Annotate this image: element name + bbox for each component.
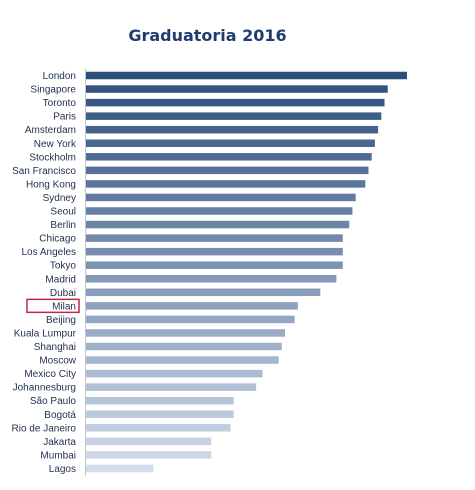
category-label-bogota: Bogotá [44,410,76,421]
category-label-tokyo: Tokyo [50,261,77,272]
bar-jakarta [86,437,212,446]
category-label-rio-de-janeiro: Rio de Janeiro [12,423,77,434]
category-label-lagos: Lagos [49,464,76,475]
bar-sydney [86,193,356,202]
bar-hong-kong [86,180,366,188]
bar-rio-de-janeiro [86,424,231,432]
category-label-amsterdam: Amsterdam [25,125,76,136]
category-label-kuala-lumpur: Kuala Lumpur [14,328,77,339]
bar-lagos [86,464,154,473]
bar-kuala-lumpur [86,329,286,337]
bar-bogota [86,410,234,418]
category-label-beijing: Beijing [46,315,76,326]
bar-toronto [86,98,385,107]
bar-shanghai [86,342,282,351]
bar-beijing [86,315,295,324]
category-label-milan: Milan [52,301,76,312]
bar-los-angeles [86,247,343,256]
category-label-los-angeles: Los Angeles [22,247,77,258]
bar-london [86,71,407,80]
bar-singapore [86,85,388,93]
category-label-chicago: Chicago [39,234,76,245]
bar-amsterdam [86,125,379,134]
bar-dubai [86,288,321,297]
category-label-sao-paulo: São Paulo [30,396,77,407]
category-label-madrid: Madrid [45,274,76,285]
bar-new-york [86,139,375,147]
bar-madrid [86,275,337,283]
bar-mumbai [86,451,212,459]
category-label-seoul: Seoul [50,207,76,218]
category-label-hong-kong: Hong Kong [26,179,76,190]
category-label-london: London [43,71,76,82]
bar-chicago [86,234,343,242]
chart-title: Graduatoria 2016 [128,26,287,45]
category-label-dubai: Dubai [50,288,76,299]
category-label-mumbai: Mumbai [40,450,76,461]
category-label-moscow: Moscow [39,356,76,367]
category-label-johannesburg: Johannesburg [13,383,76,394]
bar-mexico-city [86,369,263,378]
bar-paris [86,112,382,120]
bar-stockholm [86,153,372,161]
category-label-san-francisco: San Francisco [12,166,76,177]
category-label-singapore: Singapore [30,85,76,96]
bar-tokyo [86,261,343,269]
category-label-paris: Paris [53,112,76,123]
highlight-box-milan [26,298,80,314]
category-label-new-york: New York [34,139,77,150]
bar-san-francisco [86,166,369,175]
category-label-stockholm: Stockholm [29,152,76,163]
category-label-mexico-city: Mexico City [24,369,76,380]
bar-sao-paulo [86,396,234,405]
category-label-jakarta: Jakarta [43,437,76,448]
bar-moscow [86,356,279,364]
category-label-toronto: Toronto [43,98,77,109]
bar-johannesburg [86,383,257,391]
category-label-shanghai: Shanghai [34,342,76,353]
bar-milan [86,302,298,310]
bar-seoul [86,207,353,215]
category-label-berlin: Berlin [50,220,76,231]
bar-berlin [86,220,350,229]
category-label-sydney: Sydney [43,193,76,204]
